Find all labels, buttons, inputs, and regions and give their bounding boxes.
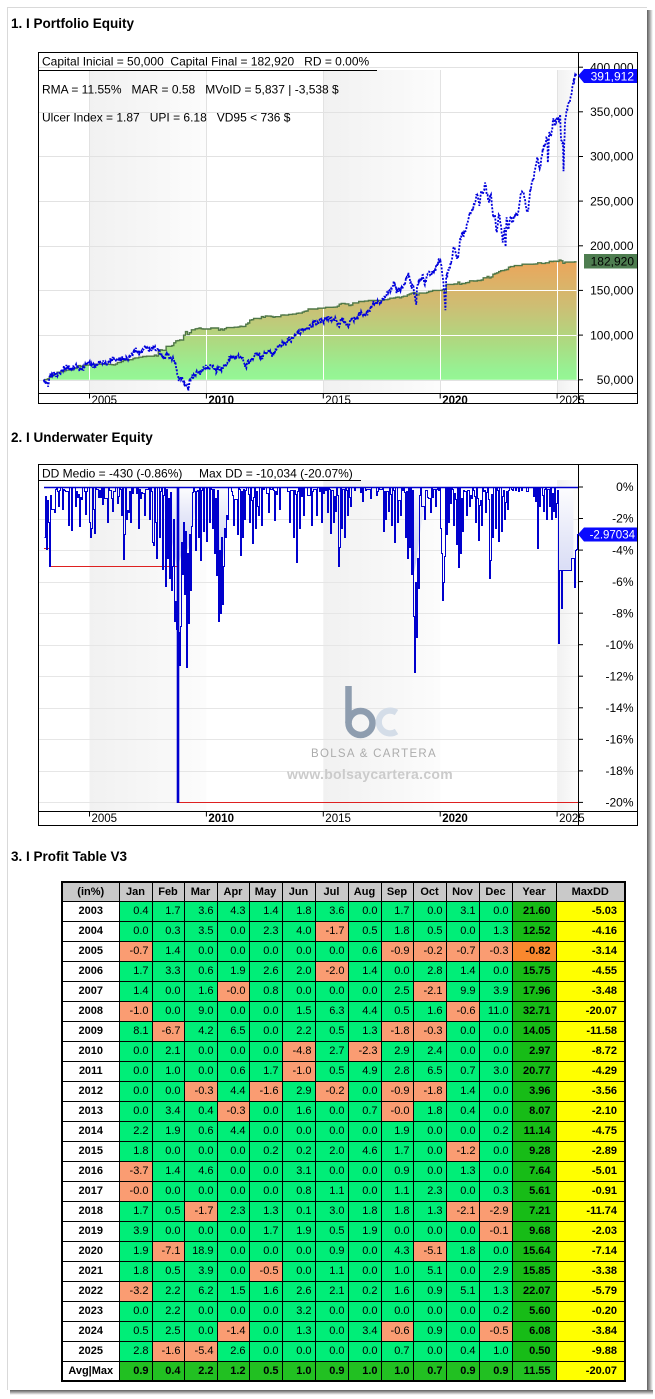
- svg-text:-12%: -12%: [605, 669, 633, 683]
- svg-text:BOLSA & CARTERA: BOLSA & CARTERA: [311, 748, 437, 760]
- svg-text:2020: 2020: [442, 395, 468, 404]
- svg-text:DD Medio = -430 (-0.86%) M: DD Medio = -430 (-0.86%) Max DD = -10,03…: [42, 467, 353, 481]
- svg-text:2010: 2010: [208, 813, 234, 825]
- svg-text:50,000: 50,000: [597, 373, 634, 387]
- svg-text:-20%: -20%: [605, 796, 633, 810]
- svg-text:-2.97034: -2.97034: [590, 530, 636, 542]
- svg-text:2015: 2015: [325, 813, 351, 825]
- svg-text:2005: 2005: [92, 395, 118, 404]
- svg-text:Ulcer Index = 1.87 UPI = 6.1: Ulcer Index = 1.87 UPI = 6.18 VD95 < 736…: [42, 111, 291, 125]
- svg-text:-16%: -16%: [605, 733, 633, 747]
- svg-text:2025: 2025: [559, 813, 585, 825]
- svg-text:150,000: 150,000: [590, 284, 634, 298]
- svg-text:-10%: -10%: [605, 638, 633, 652]
- svg-text:350,000: 350,000: [590, 105, 634, 119]
- svg-text:2025: 2025: [559, 395, 585, 404]
- svg-text:RMA = 11.55% MAR = 0.58 MV: RMA = 11.55% MAR = 0.58 MVoID = 5,837 | …: [42, 83, 339, 97]
- svg-text:-18%: -18%: [605, 764, 633, 778]
- svg-text:300,000: 300,000: [590, 150, 634, 164]
- svg-text:0%: 0%: [616, 480, 634, 494]
- svg-text:182,920: 182,920: [591, 255, 635, 269]
- svg-text:www.bolsaycartera.com: www.bolsaycartera.com: [286, 766, 453, 782]
- svg-text:2010: 2010: [208, 395, 234, 404]
- svg-text:-4%: -4%: [612, 543, 634, 557]
- svg-text:2020: 2020: [442, 813, 468, 825]
- svg-text:100,000: 100,000: [590, 328, 634, 342]
- svg-text:200,000: 200,000: [590, 239, 634, 253]
- svg-text:-14%: -14%: [605, 701, 633, 715]
- svg-text:2005: 2005: [92, 813, 118, 825]
- svg-text:-6%: -6%: [612, 575, 634, 589]
- svg-text:Capital Inicial = 50,000 Capi: Capital Inicial = 50,000 Capital Final =…: [42, 55, 370, 69]
- svg-text:250,000: 250,000: [590, 194, 634, 208]
- svg-text:-8%: -8%: [612, 606, 634, 620]
- svg-text:391,912: 391,912: [591, 69, 635, 83]
- svg-text:-2%: -2%: [612, 512, 634, 526]
- svg-text:2015: 2015: [325, 395, 351, 404]
